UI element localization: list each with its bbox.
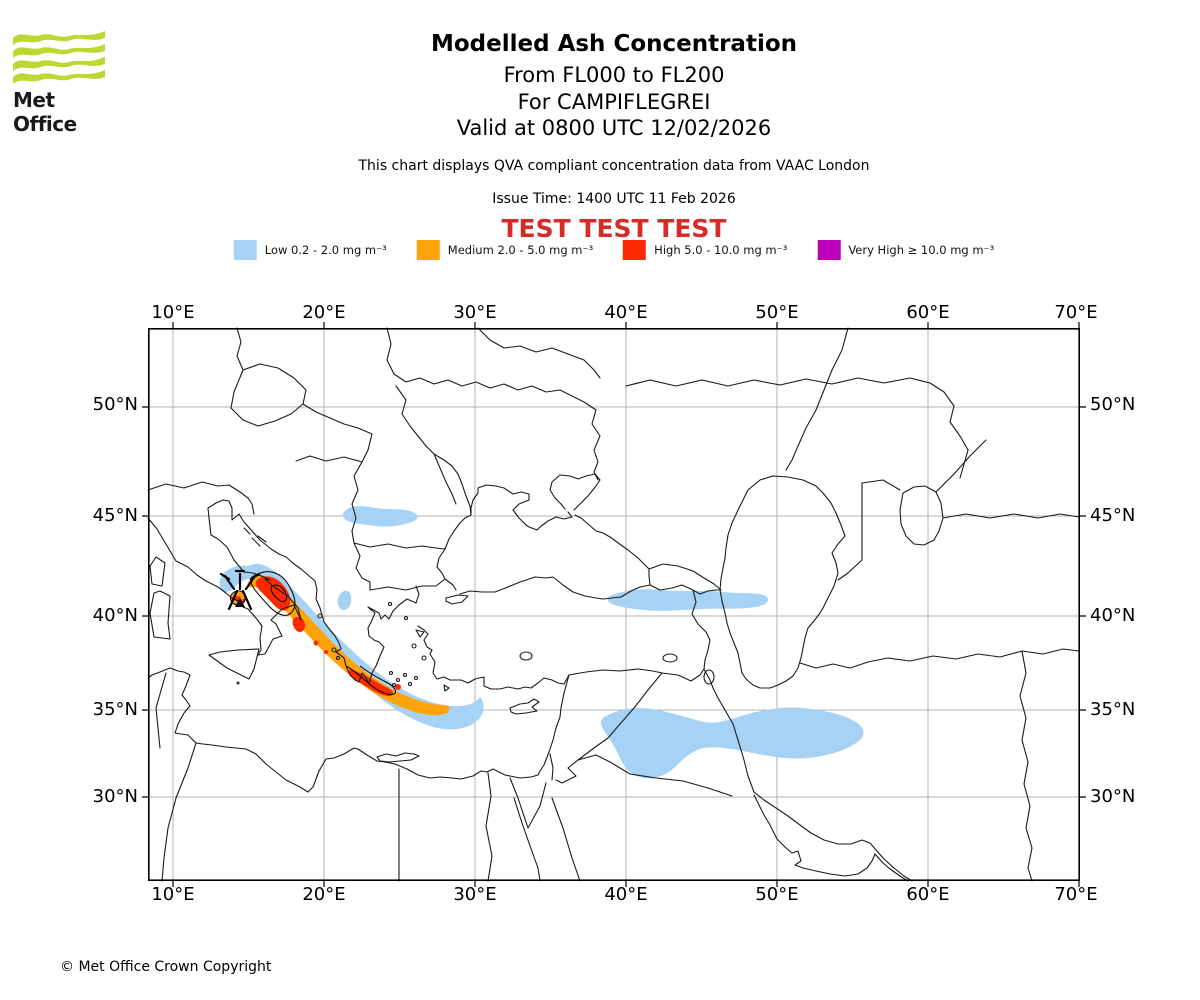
copyright-notice: © Met Office Crown Copyright <box>60 959 272 975</box>
ash-low-patch-caucasus <box>607 589 768 611</box>
x-tick-label-top: 40°E <box>604 302 648 323</box>
ash-map <box>142 322 1086 887</box>
compliance-note: This chart displays QVA compliant concen… <box>358 158 870 174</box>
met-office-logo: Met Office <box>13 26 113 136</box>
x-tick-label-top: 30°E <box>453 302 497 323</box>
low-label: Low 0.2 - 2.0 mg m⁻³ <box>264 243 387 257</box>
y-tick-label-left: 40°N <box>92 605 138 626</box>
y-tick-label-left: 35°N <box>92 699 138 720</box>
coastlines-and-borders <box>147 327 1080 882</box>
legend-item-medium: Medium 2.0 - 5.0 mg m⁻³ <box>416 240 594 260</box>
map-plot-area <box>142 322 1086 887</box>
y-tick-label-right: 30°N <box>1090 786 1136 807</box>
y-tick-label-right: 40°N <box>1090 605 1136 626</box>
legend-item-low: Low 0.2 - 2.0 mg m⁻³ <box>233 240 387 260</box>
high-label: High 5.0 - 10.0 mg m⁻³ <box>654 243 788 257</box>
subtitle-valid-time: Valid at 0800 UTC 12/02/2026 <box>456 116 772 140</box>
subtitle-flight-levels: From FL000 to FL200 <box>503 63 725 87</box>
y-tick-label-right: 45°N <box>1090 505 1136 526</box>
x-tick-label-top: 70°E <box>1054 302 1098 323</box>
medium-swatch <box>416 240 440 260</box>
x-tick-label-top: 10°E <box>151 302 195 323</box>
page-title: Modelled Ash Concentration <box>430 31 798 57</box>
ash-low-main-plume <box>219 563 484 730</box>
concentration-legend: Low 0.2 - 2.0 mg m⁻³ Medium 2.0 - 5.0 mg… <box>233 240 994 260</box>
y-tick-label-left: 30°N <box>92 786 138 807</box>
very-high-label: Very High ≥ 10.0 mg m⁻³ <box>848 243 995 257</box>
x-tick-label-top: 20°E <box>302 302 346 323</box>
x-tick-label-bottom: 60°E <box>906 884 950 905</box>
y-tick-label-left: 45°N <box>92 505 138 526</box>
test-banner: TEST TEST TEST <box>501 214 727 243</box>
ash-low-patch-romania <box>342 506 418 527</box>
y-tick-label-right: 35°N <box>1090 699 1136 720</box>
logo-wordmark: Met Office <box>13 88 77 136</box>
high-swatch <box>623 240 647 260</box>
x-tick-label-bottom: 30°E <box>453 884 497 905</box>
y-tick-label-right: 50°N <box>1090 394 1136 415</box>
logo-waves-icon <box>13 31 105 84</box>
map-border <box>148 328 1081 882</box>
ash-low-layer <box>219 506 864 779</box>
y-tick-label-left: 50°N <box>92 394 138 415</box>
axis-ticks <box>142 322 1086 887</box>
low-swatch <box>233 240 257 260</box>
x-tick-label-bottom: 40°E <box>604 884 648 905</box>
legend-item-high: High 5.0 - 10.0 mg m⁻³ <box>623 240 787 260</box>
ash-low-patch-north-greece <box>337 590 352 610</box>
ash-high-blob2 <box>292 616 306 633</box>
legend-item-very-high: Very High ≥ 10.0 mg m⁻³ <box>817 240 994 260</box>
x-tick-label-top: 50°E <box>755 302 799 323</box>
x-tick-label-bottom: 20°E <box>302 884 346 905</box>
ash-low-patch-middle-east <box>600 707 864 779</box>
x-tick-label-top: 60°E <box>906 302 950 323</box>
volcano-symbol <box>219 569 261 611</box>
x-tick-label-bottom: 70°E <box>1054 884 1098 905</box>
subtitle-volcano: For CAMPIFLEGREI <box>517 90 711 114</box>
very-high-swatch <box>817 240 841 260</box>
ash-high-se-streak <box>348 669 394 697</box>
x-tick-label-bottom: 10°E <box>151 884 195 905</box>
issue-time: Issue Time: 1400 UTC 11 Feb 2026 <box>492 191 736 207</box>
medium-label: Medium 2.0 - 5.0 mg m⁻³ <box>447 243 594 257</box>
x-tick-label-bottom: 50°E <box>755 884 799 905</box>
